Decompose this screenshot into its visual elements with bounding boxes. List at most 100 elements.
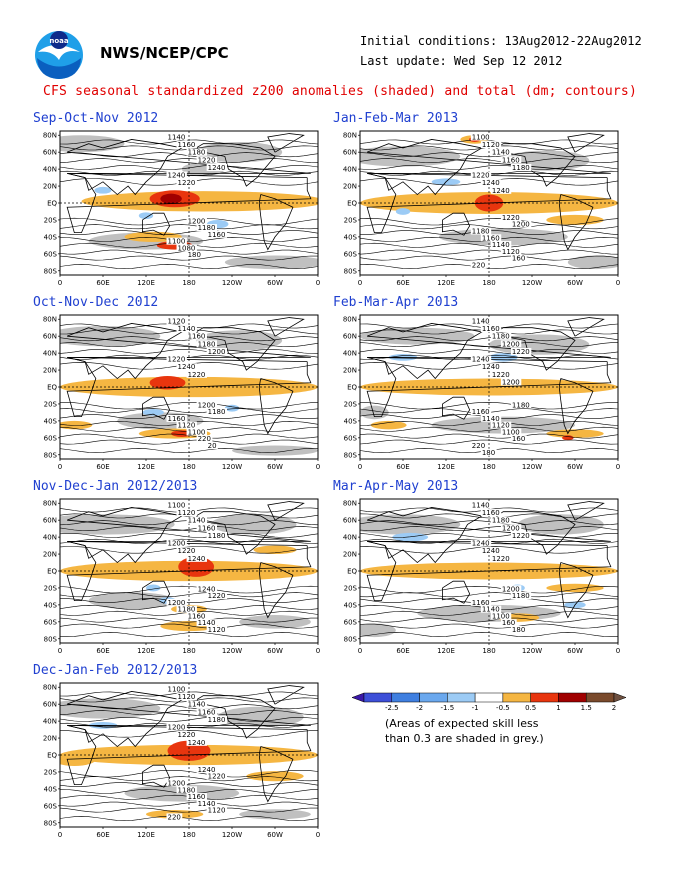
- coastline: [66, 356, 312, 418]
- contour-label-bg: [490, 516, 512, 524]
- contour-label-bg: [206, 772, 228, 780]
- positive-anomaly: [60, 420, 93, 430]
- contour-label-bg: [176, 605, 197, 613]
- contour-label-bg: [480, 234, 502, 242]
- low-skill-region: [217, 706, 304, 728]
- lon-label: 120W: [522, 279, 542, 287]
- contour-label-bg: [196, 585, 217, 593]
- lat-label: 40S: [344, 417, 358, 425]
- coastline: [366, 356, 612, 418]
- contour-label-bg: [470, 133, 492, 141]
- positive-anomaly: [149, 375, 186, 390]
- lat-label: 60N: [343, 149, 357, 157]
- lon-label: 120W: [222, 279, 242, 287]
- contour-label-bg: [166, 685, 187, 693]
- lon-label: 0: [358, 463, 362, 471]
- contour-label: 1160: [198, 524, 216, 532]
- contour-line: [60, 342, 318, 348]
- panel-ndj-2012-2013: Nov-Dec-Jan 2012/2013 1100 1120 1140 1160 11…: [30, 479, 320, 655]
- contour-label: 1120: [482, 141, 500, 149]
- lon-label: 180: [482, 463, 495, 471]
- contour-label: 1200: [502, 340, 520, 348]
- contour-label-bg: [206, 163, 228, 171]
- coastline: [258, 194, 294, 251]
- contour-label: 1140: [472, 501, 490, 509]
- lat-label: 40N: [43, 718, 57, 726]
- contour-label-bg: [500, 340, 522, 348]
- contour-label-bg: [480, 448, 497, 456]
- contour-label-bg: [196, 765, 217, 773]
- lat-label: 20N: [343, 367, 357, 375]
- contour-label: 1180: [512, 164, 530, 172]
- panel-title: Nov-Dec-Jan 2012/2013: [33, 479, 198, 494]
- contour-labels: 1140116011801220124012401220120011801160…: [166, 133, 228, 259]
- contour-label: 1160: [188, 612, 206, 620]
- contour-label-bg: [196, 708, 217, 716]
- low-skill-region: [88, 592, 175, 610]
- coastline: [558, 562, 594, 619]
- coastline: [367, 139, 611, 196]
- contour-label-bg: [186, 516, 207, 524]
- contour-label-bg: [166, 414, 187, 422]
- coastline: [558, 194, 594, 251]
- low-skill-region: [196, 142, 283, 163]
- lon-label: 120W: [522, 647, 542, 655]
- anomaly-map: 1140116011801200122012401240122012001180…: [343, 314, 620, 471]
- contour-label-bg: [196, 799, 217, 807]
- contour-label: 1120: [178, 422, 196, 430]
- lat-label: 40S: [344, 601, 358, 609]
- contour-label: 220: [472, 261, 485, 269]
- coastlines: [366, 317, 612, 435]
- contour-line: [360, 533, 618, 538]
- positive-anomaly: [370, 420, 407, 430]
- colorbar-segment: [447, 692, 476, 703]
- lon-label: 0: [358, 279, 362, 287]
- lat-label: 80S: [44, 635, 58, 643]
- contour-label: 1200: [512, 221, 530, 229]
- contour-label: 1140: [472, 317, 490, 325]
- contour-label-bg: [176, 179, 197, 187]
- contour-label: 1160: [168, 415, 186, 423]
- low-skill-region: [360, 327, 475, 345]
- low-skill-region: [567, 255, 618, 270]
- positive-anomaly: [253, 545, 297, 555]
- lat-label: 20S: [44, 216, 58, 224]
- contour-label: 1160: [188, 333, 206, 341]
- lat-label: 60S: [44, 434, 58, 442]
- contour-line: [360, 585, 618, 594]
- anomaly-shading: 1100112011401160118012001220124012401220…: [60, 499, 318, 643]
- contour-label: 1200: [188, 217, 206, 225]
- negative-anomaly: [94, 186, 112, 194]
- contour-label: 1080: [178, 244, 196, 252]
- contour-label: 1140: [188, 517, 206, 525]
- lon-label: 60W: [567, 463, 583, 471]
- contour-label: 1220: [512, 348, 530, 356]
- lon-label: 180: [182, 279, 195, 287]
- contour-label: 1180: [512, 401, 530, 409]
- contour-label: 1200: [208, 348, 226, 356]
- lon-label: 60E: [396, 647, 409, 655]
- contour-label-bg: [186, 738, 207, 746]
- panel-ond-2012: Oct-Nov-Dec 2012 1120 1140 1160 1180 1200 122…: [30, 295, 320, 471]
- positive-anomaly: [562, 435, 574, 441]
- contour-label-bg: [500, 585, 522, 593]
- contour-label-bg: [196, 224, 217, 232]
- lon-label: 0: [316, 831, 320, 839]
- contour-label-bg: [510, 531, 532, 539]
- lon-label: 180: [182, 463, 195, 471]
- contour-label-bg: [490, 612, 512, 620]
- lat-label: EQ: [347, 200, 357, 208]
- coastline: [195, 143, 276, 187]
- colorbar-label: 1: [556, 704, 560, 712]
- contour-line: [360, 426, 618, 432]
- contour-label: 1140: [482, 415, 500, 423]
- contour-line: [360, 520, 618, 526]
- contour-label-bg: [166, 171, 187, 179]
- contour-line: [60, 264, 318, 269]
- lat-label: 60N: [43, 333, 57, 341]
- contour-label: 1240: [482, 179, 500, 187]
- contour-label-bg: [176, 325, 197, 333]
- coastline: [267, 501, 305, 521]
- contour-label-bg: [166, 598, 187, 606]
- panel-title: Feb-Mar-Apr 2013: [333, 295, 459, 310]
